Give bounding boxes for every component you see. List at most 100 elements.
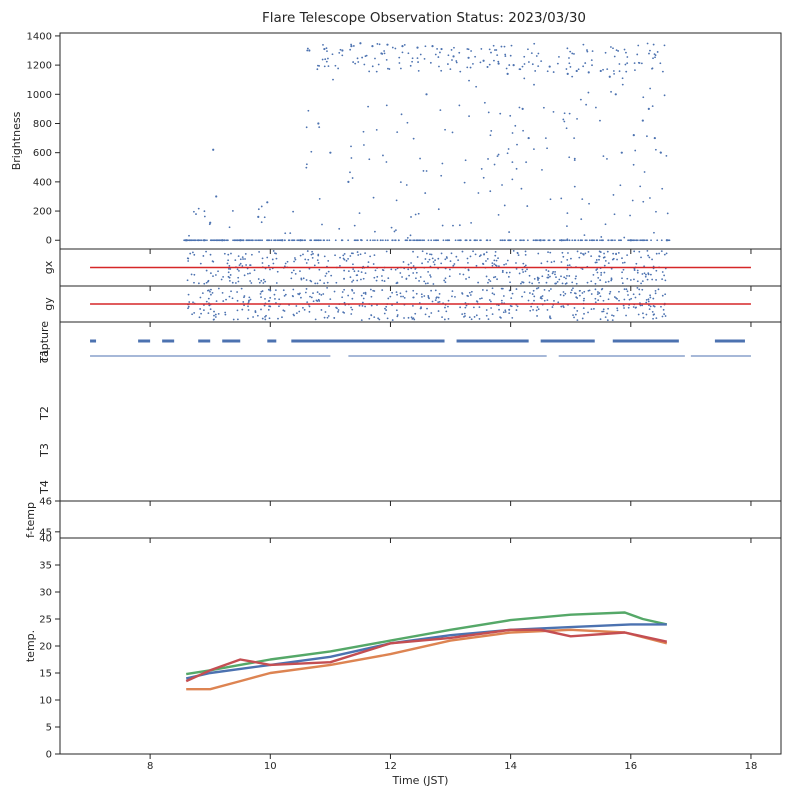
gy-point: [420, 306, 422, 309]
gy-point: [259, 292, 262, 295]
gx-point: [524, 250, 527, 253]
brightness-point: [508, 239, 511, 242]
brightness-point: [406, 236, 409, 239]
brightness-point: [514, 124, 517, 127]
brightness-point: [595, 239, 598, 242]
brightness-point: [339, 48, 342, 51]
brightness-point: [527, 48, 529, 51]
gy-point: [423, 295, 426, 297]
gx-point: [540, 262, 543, 265]
gx-point: [312, 252, 314, 255]
gy-point: [652, 313, 655, 316]
gx-point: [302, 277, 305, 280]
brightness-point: [437, 239, 440, 242]
gy-point: [642, 316, 645, 319]
status-label-t2: T2: [38, 406, 51, 421]
gx-point: [286, 260, 289, 263]
gy-point: [516, 305, 519, 308]
gx-point: [603, 264, 606, 267]
brightness-point: [480, 168, 483, 170]
brightness-point: [225, 239, 228, 242]
x-tick-label: 14: [504, 761, 517, 772]
temp-series-blue: [185, 623, 667, 680]
gx-point: [450, 252, 453, 255]
gy-point: [546, 309, 549, 311]
gy-point: [199, 308, 202, 310]
gy-point: [267, 288, 270, 291]
gy-point: [489, 300, 492, 303]
brightness-point: [653, 231, 655, 234]
brightness-point: [439, 51, 441, 54]
brightness-point: [387, 67, 389, 70]
brightness-point: [206, 239, 208, 242]
gx-point: [209, 253, 212, 256]
gx-point: [461, 250, 464, 253]
brightness-point: [627, 239, 629, 242]
brightness-point: [321, 58, 324, 61]
brightness-point: [323, 65, 326, 68]
gx-point: [547, 273, 550, 276]
gy-point: [583, 290, 586, 293]
brightness-point: [521, 107, 524, 110]
gx-point: [565, 282, 568, 285]
gx-point: [629, 279, 632, 281]
gy-point: [611, 314, 613, 317]
brightness-point: [495, 49, 498, 51]
gy-point: [508, 308, 511, 311]
gy-point: [292, 288, 295, 291]
brightness-point: [357, 61, 360, 63]
gy-point: [327, 315, 330, 317]
gx-point: [551, 272, 554, 275]
gx-point: [351, 280, 353, 283]
brightness-point: [190, 239, 193, 242]
brightness-point: [497, 214, 500, 216]
gy-point: [664, 293, 667, 296]
gx-point: [339, 264, 341, 267]
gx-point: [547, 270, 550, 273]
brightness-point: [582, 43, 585, 46]
gx-point: [651, 278, 654, 281]
gx-point: [424, 282, 427, 285]
gx-point: [284, 262, 287, 265]
temp-y-tick-label: 5: [46, 723, 52, 734]
gy-point: [395, 291, 398, 294]
gy-point: [594, 297, 597, 300]
gy-point: [351, 308, 354, 311]
brightness-point: [614, 239, 616, 242]
gy-point: [268, 299, 271, 302]
brightness-point: [536, 239, 538, 242]
brightness-point: [588, 202, 590, 205]
brightness-point: [356, 57, 359, 60]
gx-point: [633, 278, 635, 281]
gx-point: [372, 263, 375, 265]
gx-point: [249, 264, 252, 266]
brightness-point: [212, 148, 215, 151]
gy-point: [562, 294, 565, 297]
gx-point: [575, 282, 578, 285]
brightness-point: [571, 75, 574, 78]
brightness-point: [378, 43, 381, 46]
brightness-point: [406, 239, 409, 242]
gy-point: [447, 299, 450, 302]
gy-point: [473, 316, 476, 318]
gx-point: [307, 258, 310, 261]
gx-point: [349, 276, 352, 279]
brightness-point: [446, 239, 449, 242]
gx-point: [533, 277, 536, 280]
gy-point: [210, 293, 212, 296]
gx-point: [615, 253, 617, 256]
brightness-point: [458, 51, 461, 54]
gy-point: [493, 293, 496, 296]
gx-point: [584, 252, 587, 255]
gx-point: [604, 281, 607, 284]
gx-point: [352, 279, 355, 282]
gy-point: [627, 294, 629, 296]
gy-point: [559, 293, 562, 296]
gy-point: [277, 317, 279, 320]
brightness-point: [188, 234, 190, 237]
brightness-point: [504, 53, 507, 56]
brightness-point: [445, 239, 447, 242]
gx-point: [571, 281, 574, 284]
brightness-point: [625, 51, 627, 54]
gx-point: [261, 262, 264, 264]
